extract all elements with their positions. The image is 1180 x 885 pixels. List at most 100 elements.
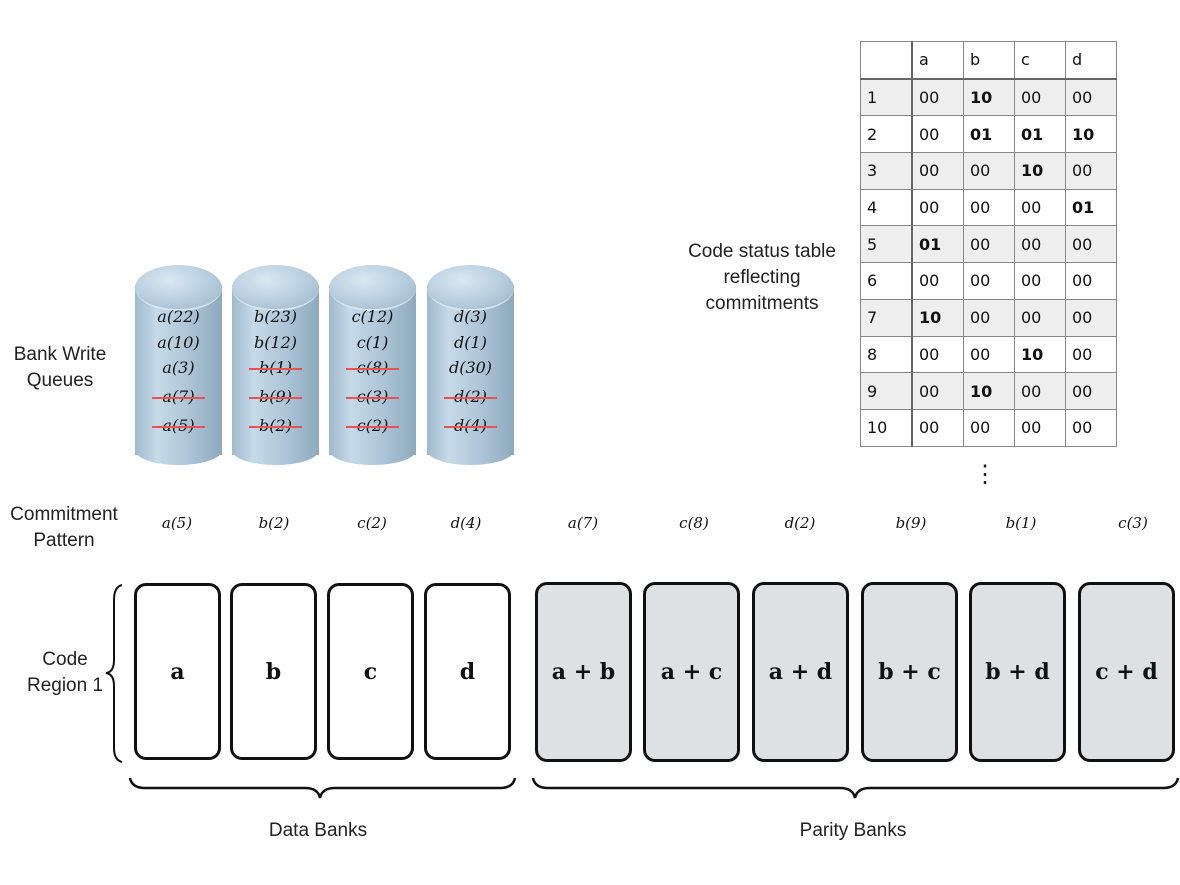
row-header: 10 (860, 408, 913, 447)
bank-queue-cylinder: b(23) b(12) b(1) b(9) b(2) (232, 265, 319, 465)
table-cell: 00 (911, 262, 964, 300)
table-cell: 00 (1065, 298, 1117, 337)
table-cell: 00 (963, 262, 1015, 300)
table-cell: 00 (1014, 225, 1066, 264)
queue-item: a(22) (157, 307, 200, 326)
table-row: 8 00 00 10 00 (860, 335, 1117, 374)
queue-item-committed: d(4) (427, 416, 514, 435)
table-cell: 00 (963, 225, 1015, 264)
queue-item: a(10) (157, 333, 200, 352)
queue-item: d(1) (454, 333, 487, 352)
queue-item: c(1) (356, 333, 389, 352)
table-row: 4 00 00 00 01 (860, 188, 1117, 227)
queue-item: a(3) (162, 358, 195, 377)
table-cell: 10 (911, 298, 964, 337)
table-cell: 00 (1065, 262, 1117, 300)
bank-queue-cylinder: a(22) a(10) a(3) a(7) a(5) (135, 265, 222, 465)
table-cell: 00 (1014, 408, 1066, 447)
commitment-item: c(2) (357, 514, 387, 532)
data-bank: a (134, 583, 221, 760)
commitment-item: a(5) (161, 514, 193, 532)
commitment-item: c(3) (1118, 514, 1148, 532)
data-bank: d (424, 583, 511, 760)
table-cell: 00 (911, 372, 964, 410)
queue-item-committed: b(1) (232, 358, 319, 377)
table-cell: 01 (911, 225, 964, 264)
table-row: 6 00 00 00 00 (860, 262, 1117, 300)
table-cell: 00 (1065, 78, 1117, 117)
row-header: 5 (860, 225, 913, 264)
table-cell: 10 (1065, 115, 1117, 154)
row-header: 6 (860, 262, 913, 300)
table-cell: 00 (1014, 298, 1066, 337)
row-header: 7 (860, 298, 913, 337)
queue-item: c(12) (351, 307, 394, 326)
bank-queue-cylinder: c(12) c(1) c(8) c(3) c(2) (329, 265, 416, 465)
table-cell: 01 (1065, 188, 1117, 227)
table-cell: 01 (963, 115, 1015, 154)
data-bank: b (230, 583, 317, 760)
parity-bank: b + d (969, 582, 1066, 762)
row-header: 2 (860, 115, 913, 154)
table-cell: 00 (911, 115, 964, 154)
commitment-item: d(4) (450, 514, 482, 532)
parity-banks-label: Parity Banks (799, 820, 907, 841)
commitment-item: d(2) (784, 514, 816, 532)
table-cell: 00 (1065, 408, 1117, 447)
table-cell: 00 (963, 188, 1015, 227)
code-region-label: Code Region 1 (26, 649, 104, 696)
table-cell: 10 (1014, 335, 1066, 374)
column-header: d (1065, 40, 1117, 80)
table-row: 3 00 00 10 00 (860, 152, 1117, 190)
table-cell: 00 (1014, 78, 1066, 117)
table-continuation-ellipsis: ⋮ (973, 461, 997, 488)
queue-item-committed: a(5) (135, 416, 222, 435)
cylinder-top (427, 265, 514, 311)
commitment-item: b(9) (895, 514, 927, 532)
column-header (860, 40, 913, 80)
queue-item-committed: c(3) (329, 387, 416, 406)
table-cell: 00 (1065, 335, 1117, 374)
queue-item-committed: a(7) (135, 387, 222, 406)
table-cell: 00 (911, 78, 964, 117)
queue-item: b(23) (253, 307, 298, 326)
data-banks-brace (128, 777, 517, 799)
column-header: a (911, 40, 964, 80)
parity-bank: a + c (643, 582, 740, 762)
table-cell: 10 (963, 372, 1015, 410)
cylinder-top (135, 265, 222, 311)
code-status-table: a b c d 1 00 10 00 00 2 00 01 01 10 3 00 00 10 00 4 00 00 00 01… (860, 40, 1117, 447)
bank-queue-cylinder: d(3) d(1) d(30) d(2) d(4) (427, 265, 514, 465)
parity-bank: a + d (752, 582, 849, 762)
table-row: 9 00 10 00 00 (860, 372, 1117, 410)
table-row: 5 01 00 00 00 (860, 225, 1117, 264)
commitment-item: b(1) (1005, 514, 1037, 532)
table-cell: 00 (911, 152, 964, 190)
table-cell: 00 (911, 188, 964, 227)
table-row: 7 10 00 00 00 (860, 298, 1117, 337)
table-cell: 00 (1014, 262, 1066, 300)
queue-item-committed: b(2) (232, 416, 319, 435)
queue-item: b(12) (253, 333, 298, 352)
queue-item-committed: d(2) (427, 387, 514, 406)
commitment-item: a(7) (567, 514, 599, 532)
table-cell: 00 (1065, 225, 1117, 264)
parity-bank: b + c (861, 582, 958, 762)
commitment-item: c(8) (679, 514, 709, 532)
table-cell: 00 (911, 408, 964, 447)
table-cell: 00 (963, 152, 1015, 190)
row-header: 3 (860, 152, 913, 190)
commitment-pattern-label: Commitment Pattern (10, 504, 118, 551)
data-banks-label: Data Banks (268, 820, 368, 841)
table-cell: 00 (911, 335, 964, 374)
table-row: 2 00 01 01 10 (860, 115, 1117, 154)
table-cell: 00 (1014, 372, 1066, 410)
bank-write-queues-label: Bank Write Queues (13, 344, 107, 391)
queue-item: d(30) (448, 358, 493, 377)
queue-item-committed: b(9) (232, 387, 319, 406)
data-bank: c (327, 583, 414, 760)
table-cell: 00 (1065, 372, 1117, 410)
commitment-item: b(2) (258, 514, 290, 532)
